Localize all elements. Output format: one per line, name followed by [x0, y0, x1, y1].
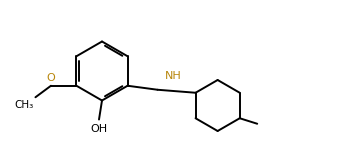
- Text: OH: OH: [90, 123, 108, 133]
- Text: CH₃: CH₃: [14, 100, 33, 110]
- Text: O: O: [46, 73, 55, 83]
- Text: NH: NH: [164, 71, 181, 81]
